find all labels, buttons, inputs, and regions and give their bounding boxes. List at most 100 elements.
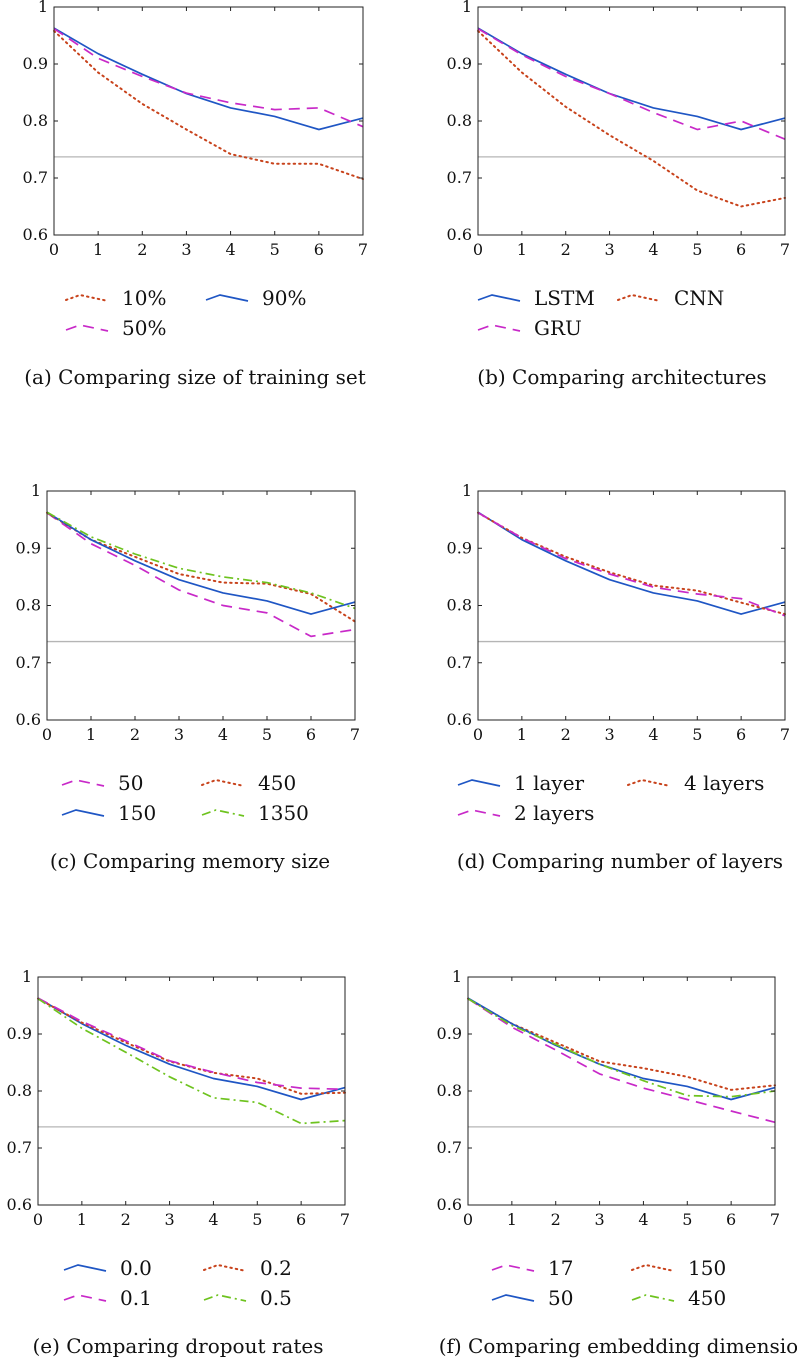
series-line-1-layer (477, 511, 786, 615)
legend: 0.0 0.2 0.1 0.5 (63, 1256, 292, 1310)
x-tick-label: 5 (692, 240, 702, 259)
plot-frame (477, 490, 786, 721)
series-line-50 (467, 997, 776, 1101)
x-tick-label: 6 (306, 725, 316, 744)
legend-label-cnn: CNN (674, 286, 724, 310)
legend-label-2-layers: 2 layers (514, 801, 594, 825)
x-tick-label: 5 (692, 725, 702, 744)
x-tick-label: 7 (770, 1210, 780, 1229)
legend-label-50pct: 50% (122, 316, 166, 340)
legend-sample-17 (491, 1264, 535, 1272)
x-tick-label: 6 (736, 240, 746, 259)
legend-sample-lstm (477, 294, 521, 302)
x-tick-label: 3 (594, 1210, 604, 1229)
legend-label-450: 450 (258, 771, 296, 795)
legend-sample-0-0 (63, 1264, 107, 1272)
legend-sample-50 (61, 779, 105, 787)
y-tick-label: 1 (22, 967, 32, 986)
x-tick-label: 4 (218, 725, 228, 744)
y-tick-label: 1 (31, 481, 41, 500)
y-tick-label: 0.7 (437, 1138, 462, 1157)
legend: 50 450 150 1350 (61, 771, 309, 825)
x-tick-label: 0 (463, 1210, 473, 1229)
legend-sample-cnn (617, 293, 661, 302)
panel-caption: (c) Comparing memory size (50, 849, 330, 873)
chart-panel-4: 0 1 2 3 4 5 6 7 0.6 0.7 0.8 0.9 1 1 layer 4 layers 2 la… (447, 481, 791, 873)
x-tick-label: 0 (473, 240, 483, 259)
series-line-0-1 (37, 997, 346, 1091)
series-line-450 (467, 997, 776, 1098)
y-tick-label: 0.9 (16, 538, 41, 557)
y-tick-label: 0.8 (16, 596, 41, 615)
x-tick-label: 7 (780, 725, 790, 744)
chart-panel-5: 0 1 2 3 4 5 6 7 0.6 0.7 0.8 0.9 1 0.0 0.2 0.1 0.5 (e) Com… (7, 967, 351, 1358)
legend-label-4-layers: 4 layers (684, 771, 764, 795)
x-tick-label: 5 (262, 725, 272, 744)
x-tick-label: 0 (49, 240, 59, 259)
legend-sample-0-5 (203, 1294, 247, 1302)
series-line-lstm (477, 27, 786, 131)
y-tick-label: 0.8 (447, 111, 472, 130)
legend-label-150: 150 (688, 1256, 726, 1280)
plot-frame (467, 976, 776, 1206)
legend-sample-450 (201, 778, 245, 787)
x-tick-label: 3 (604, 240, 614, 259)
y-tick-label: 0.6 (447, 710, 472, 729)
legend-sample-2-layers (457, 809, 501, 817)
x-tick-label: 4 (208, 1210, 218, 1229)
legend-sample-1-layer (457, 779, 501, 787)
series-line-50 (46, 512, 356, 638)
y-tick-label: 1 (452, 967, 462, 986)
y-tick-label: 0.8 (23, 111, 48, 130)
x-tick-label: 4 (648, 240, 658, 259)
x-tick-label: 6 (296, 1210, 306, 1229)
legend-label-90pct: 90% (262, 286, 306, 310)
legend-label-0-0: 0.0 (120, 1256, 152, 1280)
x-tick-label: 1 (86, 725, 96, 744)
y-tick-label: 0.7 (447, 653, 472, 672)
legend-sample-90pct (205, 294, 249, 302)
y-tick-label: 0.9 (447, 54, 472, 73)
legend-label-150: 150 (118, 801, 156, 825)
x-tick-label: 5 (270, 240, 280, 259)
y-tick-label: 0.6 (7, 1195, 32, 1214)
y-tick-label: 1 (462, 481, 472, 500)
series-line-0-5 (37, 997, 346, 1125)
x-tick-label: 2 (551, 1210, 561, 1229)
y-tick-label: 0.9 (23, 54, 48, 73)
x-tick-label: 3 (174, 725, 184, 744)
x-tick-label: 7 (350, 725, 360, 744)
legend: 17 150 50 450 (491, 1256, 726, 1310)
series-line-1350 (46, 511, 356, 610)
legend-sample-150 (631, 1263, 675, 1272)
y-tick-label: 1 (38, 0, 48, 16)
legend-label-50: 50 (548, 1286, 573, 1310)
x-tick-label: 1 (77, 1210, 87, 1229)
panel-caption: (e) Comparing dropout rates (33, 1334, 324, 1358)
series-line-cnn (477, 29, 786, 208)
chart-panel-2: 0 1 2 3 4 5 6 7 0.6 0.7 0.8 0.9 1 LSTM CNN GRU (b) Compa… (447, 0, 791, 389)
plot-frame (37, 976, 346, 1206)
y-tick-label: 0.6 (23, 225, 48, 244)
legend-sample-gru (477, 324, 521, 332)
x-tick-label: 2 (561, 240, 571, 259)
legend-label-0-5: 0.5 (260, 1286, 292, 1310)
plot-frame (53, 6, 364, 236)
legend-sample-0-2 (203, 1263, 247, 1272)
y-tick-label: 0.8 (437, 1081, 462, 1100)
series-line-450 (46, 511, 356, 623)
y-tick-label: 0.6 (16, 710, 41, 729)
x-tick-label: 5 (252, 1210, 262, 1229)
y-tick-label: 0.6 (437, 1195, 462, 1214)
x-tick-label: 3 (164, 1210, 174, 1229)
series-line-2-layers (477, 512, 786, 617)
panel-caption: (f) Comparing embedding dimensions (439, 1334, 797, 1358)
legend-sample-450 (631, 1294, 675, 1302)
x-tick-label: 1 (517, 725, 527, 744)
x-tick-label: 3 (604, 725, 614, 744)
x-tick-label: 6 (314, 240, 324, 259)
legend: LSTM CNN GRU (477, 286, 724, 340)
x-tick-label: 3 (181, 240, 191, 259)
y-tick-label: 0.9 (447, 538, 472, 557)
x-tick-label: 4 (638, 1210, 648, 1229)
